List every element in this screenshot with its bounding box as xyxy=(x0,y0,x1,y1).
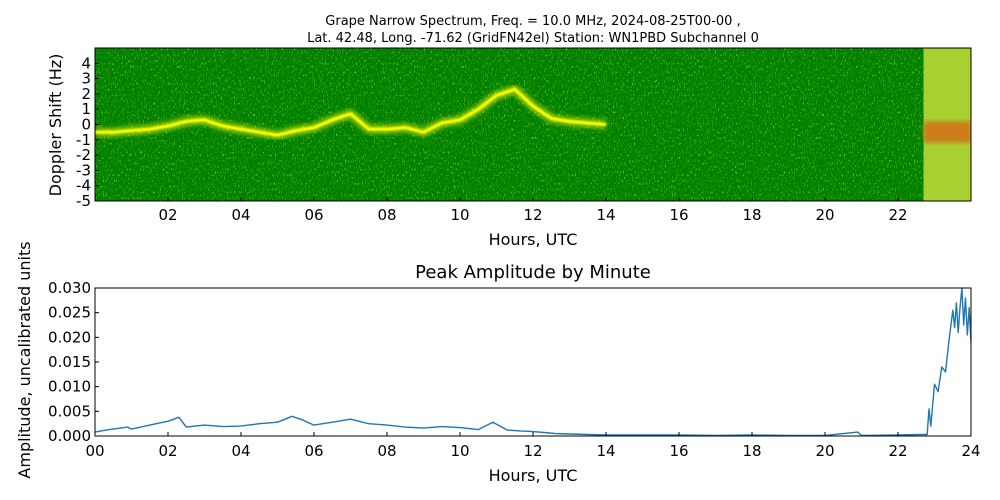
amplitude-x-label: Hours, UTC xyxy=(489,466,578,485)
amplitude-x-tick-label: 00 xyxy=(85,442,104,460)
amplitude-y-tick-label: 0.005 xyxy=(48,402,91,420)
amplitude-y-tick-label: 0.030 xyxy=(48,279,91,297)
spectrogram-y-tick-label: 1 xyxy=(81,100,91,118)
amplitude-x-tick-label: 16 xyxy=(669,442,688,460)
amplitude-x-tick-label: 22 xyxy=(888,442,907,460)
spectrogram-x-ticks: 02 04 06 08 10 12 14 16 18 20 22 xyxy=(158,197,908,224)
spectrogram-y-tick-label: -1 xyxy=(76,131,91,149)
spectrogram-x-tick-label: 08 xyxy=(377,206,396,224)
amplitude-x-tick-label: 14 xyxy=(596,442,615,460)
spectrogram-x-tick-label: 16 xyxy=(669,206,688,224)
amplitude-x-tick-label: 04 xyxy=(231,442,250,460)
spectrogram-x-tick-label: 10 xyxy=(450,206,469,224)
amplitude-x-tick-label: 18 xyxy=(742,442,761,460)
spectrogram-x-tick-label: 04 xyxy=(231,206,250,224)
figure-title-line1: Grape Narrow Spectrum, Freq. = 10.0 MHz,… xyxy=(325,14,740,29)
amplitude-y-ticks: 0.000 0.005 0.010 0.015 0.020 0.025 0.030 xyxy=(48,279,99,445)
amplitude-y-tick-label: 0.015 xyxy=(48,353,91,371)
spectrogram-y-tick-label: 4 xyxy=(81,54,91,72)
amplitude-y-tick-label: 0.010 xyxy=(48,378,91,396)
spectrogram-y-label: Doppler Shift (Hz) xyxy=(46,54,65,197)
spectrogram-x-tick-label: 02 xyxy=(158,206,177,224)
spectrogram-y-tick-label: -3 xyxy=(76,161,91,179)
amplitude-frame xyxy=(94,287,972,437)
amplitude-y-tick-label: 0.025 xyxy=(48,304,91,322)
amplitude-y-tick-label: 0.000 xyxy=(48,427,91,445)
amplitude-x-tick-label: 20 xyxy=(815,442,834,460)
amplitude-y-tick-label: 0.020 xyxy=(48,328,91,346)
amplitude-x-tick-label: 10 xyxy=(450,442,469,460)
spectrogram-y-tick-label: 2 xyxy=(81,85,91,103)
figure-title-line2: Lat. 42.48, Long. -71.62 (GridFN42el) St… xyxy=(307,31,759,46)
amplitude-series-line xyxy=(95,288,971,436)
spectrogram-x-tick-label: 18 xyxy=(742,206,761,224)
spectrogram-y-tick-label: -2 xyxy=(76,146,91,164)
doppler-trace xyxy=(95,87,607,137)
spectrogram-y-tick-label: -4 xyxy=(76,177,91,195)
amplitude-x-tick-label: 24 xyxy=(961,442,980,460)
spectrogram-x-tick-label: 12 xyxy=(523,206,542,224)
spectrogram-x-tick-label: 22 xyxy=(888,206,907,224)
spectrogram-speckle xyxy=(95,48,971,201)
amplitude-x-tick-label: 06 xyxy=(304,442,323,460)
amplitude-x-tick-label: 12 xyxy=(523,442,542,460)
amplitude-y-label: Amplitude, uncalibrated units xyxy=(15,241,34,478)
spectrogram-x-tick-label: 14 xyxy=(596,206,615,224)
amplitude-x-tick-label: 08 xyxy=(377,442,396,460)
spectrogram-y-tick-label: -5 xyxy=(76,192,91,210)
spectrogram-hot-band xyxy=(923,121,971,143)
spectrogram-y-tick-label: 0 xyxy=(81,116,91,134)
amplitude-title: Peak Amplitude by Minute xyxy=(415,262,651,283)
spectrogram-x-tick-label: 06 xyxy=(304,206,323,224)
amplitude-panel: Peak Amplitude by Minute 00 02 04 06 08 10 12 1… xyxy=(15,241,981,485)
spectrogram-y-tick-label: 3 xyxy=(81,70,91,88)
amplitude-x-tick-label: 02 xyxy=(158,442,177,460)
spectrogram-x-label: Hours, UTC xyxy=(489,230,578,249)
spectrogram-x-tick-label: 20 xyxy=(815,206,834,224)
amplitude-x-ticks: 00 02 04 06 08 10 12 14 16 18 20 22 24 xyxy=(85,432,981,460)
